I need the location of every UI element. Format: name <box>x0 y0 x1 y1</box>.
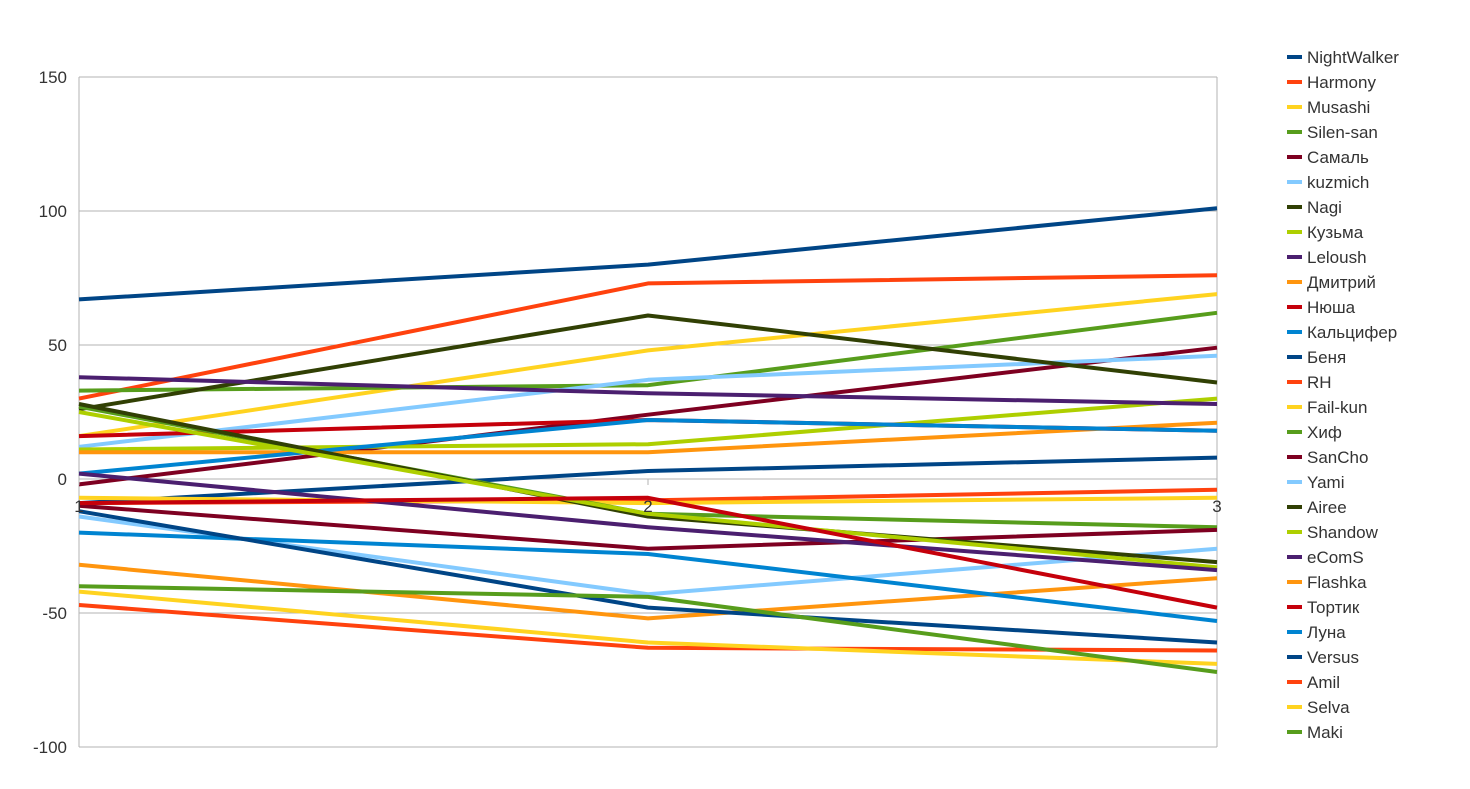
legend-label: RH <box>1307 373 1332 392</box>
legend-item: Самаль <box>1287 148 1369 167</box>
series-line-5 <box>78 353 1218 449</box>
legend-item: Нюша <box>1287 298 1356 317</box>
series-line-3 <box>78 310 1218 393</box>
legend-label: Harmony <box>1307 73 1376 92</box>
legend-item: eComS <box>1287 548 1364 567</box>
legend-item: Кузьма <box>1287 223 1364 242</box>
legend-item: Leloush <box>1287 248 1367 267</box>
series-line-18 <box>78 402 1218 565</box>
legend-item: Flashka <box>1287 573 1367 592</box>
series-line-1 <box>78 273 1218 401</box>
series-line-16 <box>78 503 1218 551</box>
legend-item: kuzmich <box>1287 173 1369 192</box>
legend-label: Тортик <box>1307 598 1360 617</box>
legend-label: Maki <box>1307 723 1343 742</box>
plot-area: 150 100 50 0 -50 -100 1 2 3 <box>33 68 1222 757</box>
legend-item: Shandow <box>1287 523 1379 542</box>
legend-label: SanCho <box>1307 448 1368 467</box>
legend-item: Тортик <box>1287 598 1360 617</box>
series-line-20 <box>78 471 1218 573</box>
y-tick-label: -50 <box>42 604 67 623</box>
series-line-0 <box>78 206 1218 302</box>
y-tick-label: 150 <box>39 68 67 87</box>
legend-item: Fail-kun <box>1287 398 1367 417</box>
legend-item: Amil <box>1287 673 1340 692</box>
legend-item: Musashi <box>1287 98 1370 117</box>
x-tick-label: 3 <box>1212 497 1221 516</box>
legend-label: Shandow <box>1307 523 1379 542</box>
legend-label: Nagi <box>1307 198 1342 217</box>
series-line-4 <box>78 345 1218 487</box>
legend-item: Nagi <box>1287 198 1342 217</box>
legend-label: Дмитрий <box>1307 273 1376 292</box>
legend-label: Versus <box>1307 648 1359 667</box>
legend-label: Самаль <box>1307 148 1369 167</box>
series-line-21 <box>78 562 1218 621</box>
legend-label: Flashka <box>1307 573 1367 592</box>
series-line-26 <box>78 589 1218 666</box>
y-tick-label: -100 <box>33 738 67 757</box>
legend-item: Versus <box>1287 648 1359 667</box>
legend-item: Луна <box>1287 623 1346 642</box>
legend-item: Harmony <box>1287 73 1376 92</box>
legend-label: Беня <box>1307 348 1346 367</box>
series-line-11 <box>78 418 1218 476</box>
legend-label: Fail-kun <box>1307 398 1367 417</box>
legend-label: Airee <box>1307 498 1347 517</box>
legend-item: Кальцифер <box>1287 323 1397 342</box>
legend-label: NightWalker <box>1307 48 1399 67</box>
legend-item: Yami <box>1287 473 1344 492</box>
legend-label: Musashi <box>1307 98 1370 117</box>
legend-item: RH <box>1287 373 1332 392</box>
legend-item: NightWalker <box>1287 48 1399 67</box>
legend: NightWalker Harmony Musashi Silen-san Самаль… <box>1287 48 1399 742</box>
series-line-6 <box>78 313 1218 412</box>
legend-label: kuzmich <box>1307 173 1369 192</box>
legend-label: Amil <box>1307 673 1340 692</box>
legend-label: Selva <box>1307 698 1350 717</box>
legend-label: Yami <box>1307 473 1344 492</box>
series-line-9 <box>79 420 1218 455</box>
series-line-23 <box>78 530 1218 623</box>
legend-item: Maki <box>1287 723 1343 742</box>
series-line-24 <box>78 509 1218 645</box>
legend-label: Хиф <box>1307 423 1342 442</box>
legend-item: Беня <box>1287 348 1346 367</box>
series-line-8 <box>78 375 1218 406</box>
legend-label: Кальцифер <box>1307 323 1397 342</box>
y-tick-label: 50 <box>48 336 67 355</box>
x-tick-label: 2 <box>643 497 652 516</box>
legend-label: Кузьма <box>1307 223 1364 242</box>
legend-item: Silen-san <box>1287 123 1378 142</box>
legend-label: Нюша <box>1307 298 1356 317</box>
legend-label: eComS <box>1307 548 1364 567</box>
y-tick-label: 100 <box>39 202 67 221</box>
x-tick-label: 1 <box>74 497 83 516</box>
legend-label: Луна <box>1307 623 1346 642</box>
series-line-19 <box>78 410 1218 570</box>
series-line-27 <box>78 584 1218 674</box>
legend-item: Airee <box>1287 498 1347 517</box>
series-line-22 <box>78 495 1218 610</box>
legend-label: Silen-san <box>1307 123 1378 142</box>
legend-item: Selva <box>1287 698 1350 717</box>
series-line-2 <box>78 292 1218 439</box>
y-tick-label: 0 <box>58 470 67 489</box>
legend-item: Дмитрий <box>1287 273 1376 292</box>
legend-item: Хиф <box>1287 423 1342 442</box>
legend-label: Leloush <box>1307 248 1367 267</box>
series-line-25 <box>78 603 1218 653</box>
legend-item: SanCho <box>1287 448 1368 467</box>
